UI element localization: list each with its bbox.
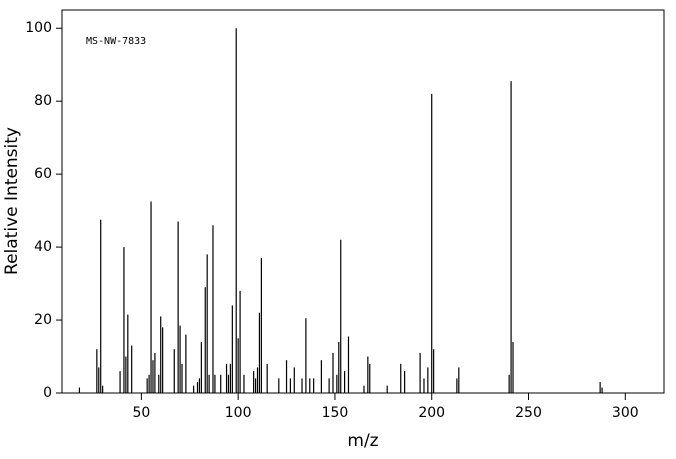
x-tick-label: 250 xyxy=(515,405,542,421)
plot-frame xyxy=(61,9,665,394)
y-tick-label: 20 xyxy=(34,312,52,328)
x-tick-label: 300 xyxy=(612,405,639,421)
y-tick-label: 60 xyxy=(34,166,52,182)
y-tick-label: 80 xyxy=(34,93,52,109)
y-axis-title: Relative Intensity xyxy=(2,127,22,275)
x-tick-label: 50 xyxy=(132,405,150,421)
x-axis-title: m/z xyxy=(347,431,378,451)
y-tick-label: 0 xyxy=(43,385,52,401)
y-tick-label: 40 xyxy=(34,239,52,255)
y-tick-label: 100 xyxy=(25,20,52,36)
x-tick-label: 100 xyxy=(225,405,252,421)
x-tick-label: 200 xyxy=(418,405,445,421)
x-tick-label: 150 xyxy=(322,405,349,421)
annotation: MS-NW-7833 xyxy=(86,36,146,47)
